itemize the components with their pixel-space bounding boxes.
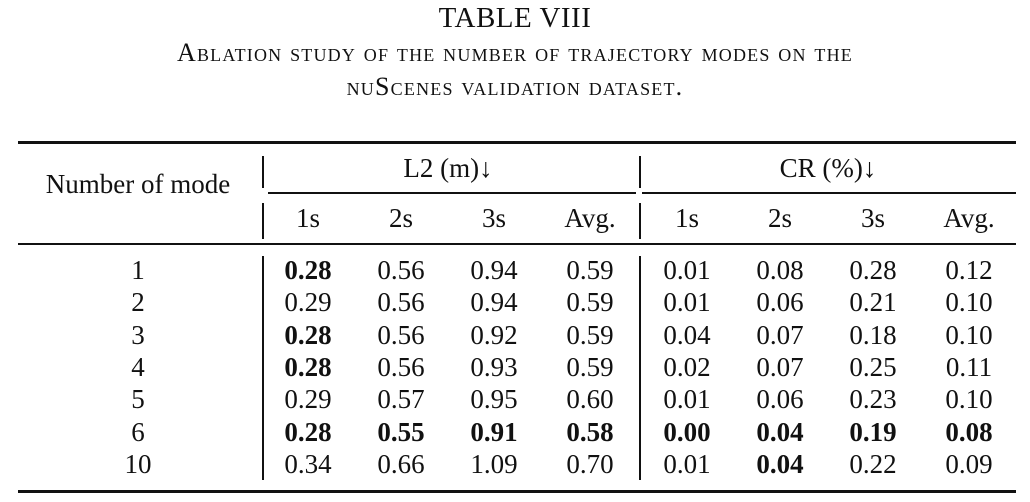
table-cell: 0.02 [663, 352, 711, 382]
subheader-cell: 3s [481, 203, 507, 233]
table-cell: 0.28 [284, 417, 332, 447]
row-mode-label: 10 [124, 449, 152, 479]
l2-group-rule [268, 192, 636, 194]
subheader-cell: Avg. [564, 203, 616, 233]
table-cell: 0.01 [663, 255, 711, 285]
table-cell: 0.58 [566, 417, 614, 447]
cr-group-rule [642, 192, 1016, 194]
subheader-cell: Avg. [943, 203, 995, 233]
row-mode-label: 1 [131, 255, 145, 285]
top-rule [18, 141, 1016, 144]
subheader-cell: 3s [860, 203, 886, 233]
table-cell: 0.04 [756, 417, 804, 447]
row-mode-label: 4 [131, 352, 145, 382]
body-divider-left [262, 256, 264, 480]
table-cell: 0.92 [470, 320, 518, 350]
table-cell: 0.07 [756, 320, 804, 350]
table-cell: 0.29 [284, 287, 332, 317]
table-cell: 0.12 [945, 255, 993, 285]
row-mode-label: 3 [131, 320, 145, 350]
row-mode-label: 6 [131, 417, 145, 447]
header-rule [18, 243, 1016, 245]
subheader-cell: 2s [767, 203, 793, 233]
table-cell: 0.60 [566, 384, 614, 414]
table-cell: 0.25 [849, 352, 897, 382]
table-cell: 0.28 [849, 255, 897, 285]
table-cell: 0.10 [945, 320, 993, 350]
table-cell: 0.55 [377, 417, 425, 447]
table-cell: 0.07 [756, 352, 804, 382]
table-cell: 0.28 [284, 255, 332, 285]
body-divider-mid [639, 256, 641, 480]
table-cell: 0.34 [284, 449, 332, 479]
table-cell: 0.94 [470, 255, 518, 285]
header-divider-left-lower [262, 203, 264, 239]
table-cell: 0.66 [377, 449, 425, 479]
table-cell: 0.10 [945, 384, 993, 414]
table-cell: 1.09 [470, 449, 518, 479]
subheader-cell: 1s [674, 203, 700, 233]
row-mode-label: 2 [131, 287, 145, 317]
table-cell: 0.28 [284, 320, 332, 350]
table-cell: 0.59 [566, 352, 614, 382]
table-cell: 0.21 [849, 287, 897, 317]
table-caption-line-1: Ablation study of the number of trajecto… [177, 38, 853, 67]
table-cell: 0.01 [663, 287, 711, 317]
table-cell: 0.91 [470, 417, 518, 447]
subheader-cell: 1s [295, 203, 321, 233]
table-cell: 0.19 [849, 417, 897, 447]
table-cell: 0.23 [849, 384, 897, 414]
table-caption-line-2: nuScenes validation dataset. [346, 72, 684, 101]
table-cell: 0.70 [566, 449, 614, 479]
table-cell: 0.10 [945, 287, 993, 317]
table-cell: 0.04 [663, 320, 711, 350]
table-cell: 0.00 [663, 417, 711, 447]
table-title: TABLE VIII [438, 2, 592, 34]
table-cell: 0.56 [377, 287, 425, 317]
table-cell: 0.22 [849, 449, 897, 479]
header-cr-group: CR (%)↓ [779, 153, 877, 183]
bottom-rule [18, 490, 1016, 493]
header-l2-group: L2 (m)↓ [403, 153, 493, 183]
table-cell: 0.94 [470, 287, 518, 317]
table-cell: 0.56 [377, 255, 425, 285]
table-cell: 0.08 [756, 255, 804, 285]
table-cell: 0.56 [377, 352, 425, 382]
table-cell: 0.04 [756, 449, 804, 479]
table-cell: 0.93 [470, 352, 518, 382]
table-cell: 0.59 [566, 287, 614, 317]
table-cell: 0.11 [945, 352, 993, 382]
table-cell: 0.95 [470, 384, 518, 414]
table-cell: 0.08 [945, 417, 993, 447]
header-divider-mid-lower [639, 203, 641, 239]
table-cell: 0.06 [756, 384, 804, 414]
table-cell: 0.09 [945, 449, 993, 479]
table-cell: 0.01 [663, 449, 711, 479]
header-number-of-mode: Number of mode [45, 169, 231, 199]
table-cell: 0.59 [566, 255, 614, 285]
table-cell: 0.29 [284, 384, 332, 414]
table-cell: 0.56 [377, 320, 425, 350]
row-mode-label: 5 [131, 384, 145, 414]
table-cell: 0.01 [663, 384, 711, 414]
subheader-cell: 2s [388, 203, 414, 233]
table-cell: 0.06 [756, 287, 804, 317]
table-cell: 0.59 [566, 320, 614, 350]
table-cell: 0.57 [377, 384, 425, 414]
header-divider-mid-upper [639, 156, 641, 188]
table-cell: 0.28 [284, 352, 332, 382]
table-cell: 0.18 [849, 320, 897, 350]
header-divider-left-upper [262, 156, 264, 188]
